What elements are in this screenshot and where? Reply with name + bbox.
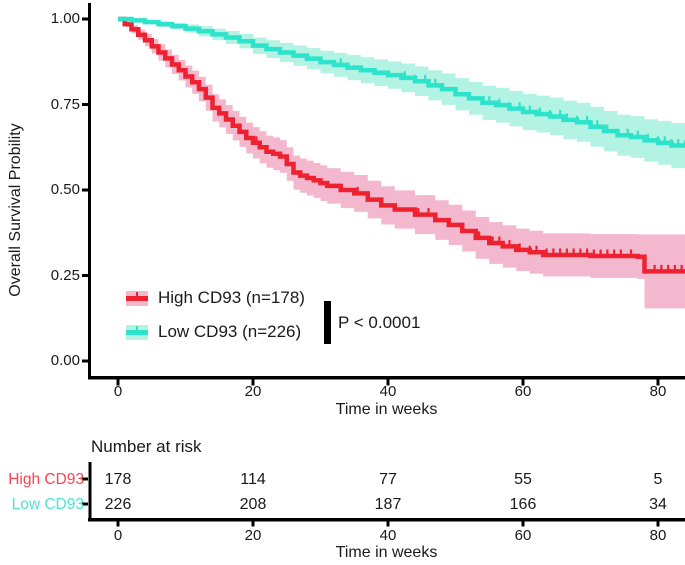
- risk-value: 187: [374, 496, 402, 513]
- p-value-bracket-bar: [324, 301, 331, 344]
- risk-row-label-low-cd93: Low CD93: [11, 496, 84, 513]
- censor-tick-icon: [136, 291, 138, 298]
- legend-item-high-cd93: High CD93 (n=178): [126, 287, 305, 309]
- risk-value: 226: [104, 496, 132, 513]
- legend-swatch-high-cd93: [126, 290, 148, 306]
- x-axis-label: Time in weeks: [335, 401, 438, 418]
- risk-table-title: Number at risk: [91, 437, 202, 456]
- risk-x-axis-label: Time in weeks: [335, 544, 438, 561]
- risk-value: 5: [653, 471, 663, 488]
- y-tick-label: 0.00: [50, 352, 80, 369]
- risk-value: 114: [240, 471, 266, 488]
- risk-x-tick-label: 80: [649, 527, 667, 544]
- legend-label: Low CD93 (n=226): [158, 322, 302, 341]
- legend-label: High CD93 (n=178): [158, 288, 305, 307]
- x-tick-label: 80: [649, 383, 667, 400]
- y-tick-label: 1.00: [50, 10, 80, 27]
- y-tick-label: 0.75: [50, 96, 80, 113]
- legend-item-low-cd93: Low CD93 (n=226): [126, 321, 301, 343]
- risk-value: 208: [239, 496, 267, 513]
- x-tick-label: 40: [379, 383, 397, 400]
- risk-value: 178: [104, 471, 132, 488]
- risk-value: 166: [509, 496, 537, 513]
- risk-value: 55: [514, 471, 532, 488]
- x-tick-label: 0: [113, 383, 123, 400]
- survival-line-icon: [126, 295, 148, 301]
- risk-x-tick-label: 0: [113, 527, 123, 544]
- risk-x-tick-label: 20: [244, 527, 262, 544]
- risk-x-tick-label: 60: [514, 527, 532, 544]
- risk-value: 34: [649, 496, 667, 513]
- y-axis-label: Overall Survival Probility: [7, 123, 24, 297]
- y-tick-label: 0.25: [50, 267, 80, 284]
- legend-swatch-low-cd93: [126, 324, 148, 340]
- risk-x-tick-label: 40: [379, 527, 397, 544]
- survival-line-icon: [126, 329, 148, 335]
- risk-value: 77: [379, 471, 397, 488]
- x-tick-label: 60: [514, 383, 532, 400]
- risk-row-label-high-cd93: High CD93: [8, 471, 84, 488]
- y-tick-label: 0.50: [50, 181, 80, 198]
- censor-tick-icon: [136, 325, 138, 332]
- p-value-text: P < 0.0001: [338, 313, 421, 332]
- x-tick-label: 20: [244, 383, 262, 400]
